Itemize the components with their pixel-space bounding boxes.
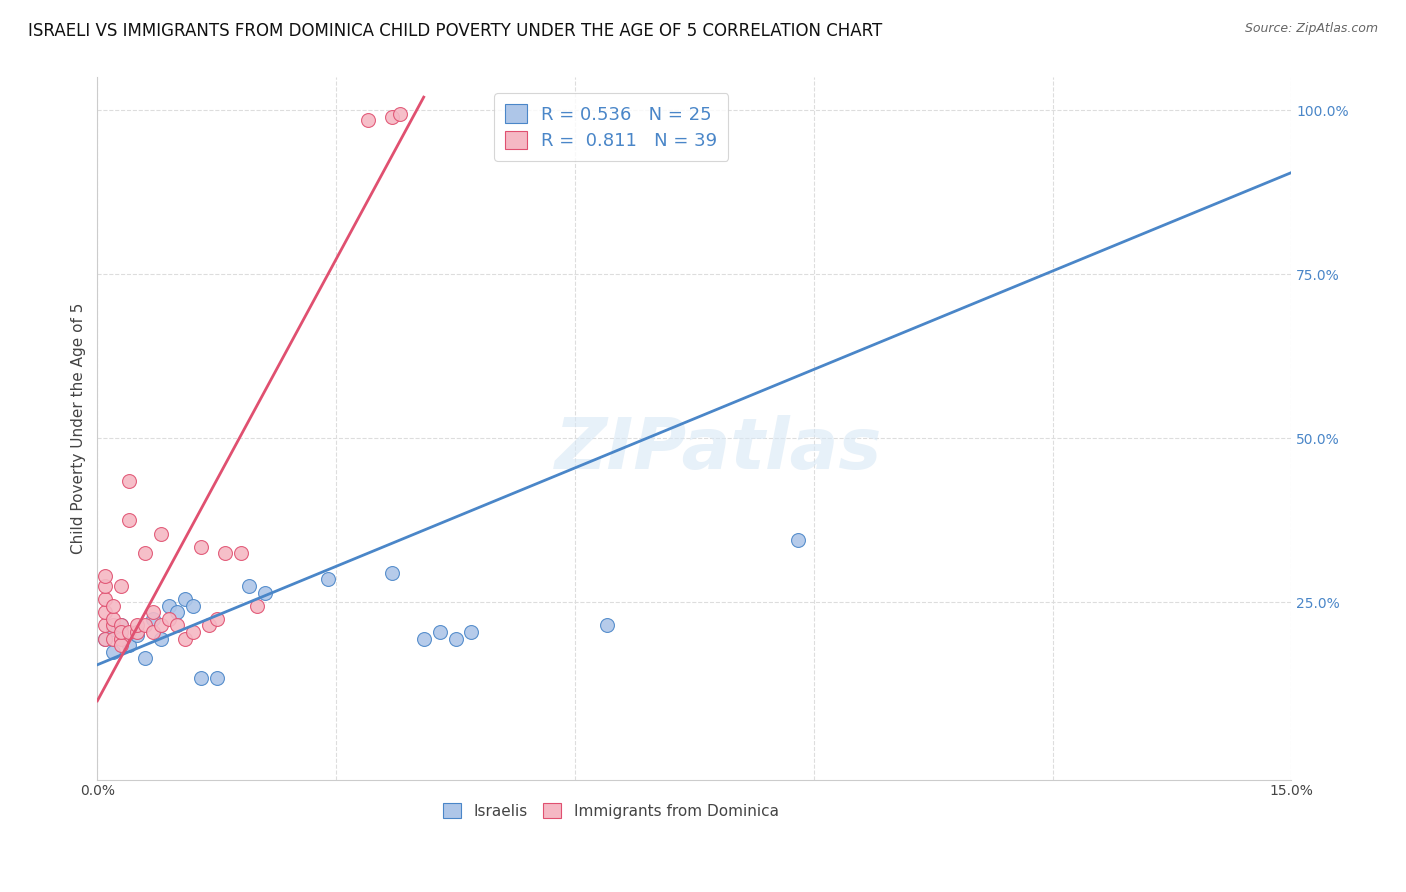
Point [118, 513, 141, 527]
Point [94, 605, 117, 619]
Point [253, 585, 276, 599]
Point [94, 569, 117, 583]
Point [181, 624, 204, 639]
Point [381, 566, 404, 580]
Point [134, 618, 156, 632]
Point [786, 533, 808, 547]
Point [110, 618, 132, 632]
Point [118, 624, 141, 639]
Text: ISRAELI VS IMMIGRANTS FROM DOMINICA CHILD POVERTY UNDER THE AGE OF 5 CORRELATION: ISRAELI VS IMMIGRANTS FROM DOMINICA CHIL… [28, 22, 883, 40]
Point [110, 624, 132, 639]
Point [142, 612, 165, 626]
Point [166, 618, 188, 632]
Point [103, 622, 125, 636]
Point [103, 599, 125, 613]
Point [110, 579, 132, 593]
Point [412, 632, 434, 646]
Point [103, 645, 125, 659]
Point [103, 612, 125, 626]
Point [94, 632, 117, 646]
Point [174, 592, 197, 607]
Point [229, 546, 252, 560]
Point [94, 632, 117, 646]
Point [150, 618, 173, 632]
Legend: Israelis, Immigrants from Dominica: Israelis, Immigrants from Dominica [437, 797, 785, 824]
Point [190, 540, 212, 554]
Point [357, 113, 380, 128]
Point [94, 618, 117, 632]
Point [174, 632, 197, 646]
Point [118, 474, 141, 488]
Point [316, 573, 339, 587]
Point [150, 632, 173, 646]
Point [197, 618, 219, 632]
Point [150, 526, 173, 541]
Y-axis label: Child Poverty Under the Age of 5: Child Poverty Under the Age of 5 [72, 303, 86, 554]
Text: Source: ZipAtlas.com: Source: ZipAtlas.com [1244, 22, 1378, 36]
Point [444, 632, 467, 646]
Point [134, 546, 156, 560]
Point [245, 599, 267, 613]
Point [142, 624, 165, 639]
Point [157, 612, 180, 626]
Point [110, 632, 132, 646]
Point [166, 605, 188, 619]
Point [127, 624, 149, 639]
Point [110, 618, 132, 632]
Point [181, 599, 204, 613]
Point [94, 592, 117, 607]
Point [127, 618, 149, 632]
Point [388, 106, 411, 120]
Point [381, 110, 404, 124]
Text: ZIPatlas: ZIPatlas [554, 415, 882, 484]
Point [460, 624, 482, 639]
Point [110, 638, 132, 652]
Point [157, 599, 180, 613]
Point [134, 651, 156, 665]
Point [103, 632, 125, 646]
Point [429, 624, 451, 639]
Point [205, 671, 228, 685]
Point [94, 579, 117, 593]
Point [103, 618, 125, 632]
Point [214, 546, 236, 560]
Point [596, 618, 619, 632]
Point [118, 638, 141, 652]
Point [127, 628, 149, 642]
Point [238, 579, 260, 593]
Point [205, 612, 228, 626]
Point [142, 605, 165, 619]
Point [190, 671, 212, 685]
